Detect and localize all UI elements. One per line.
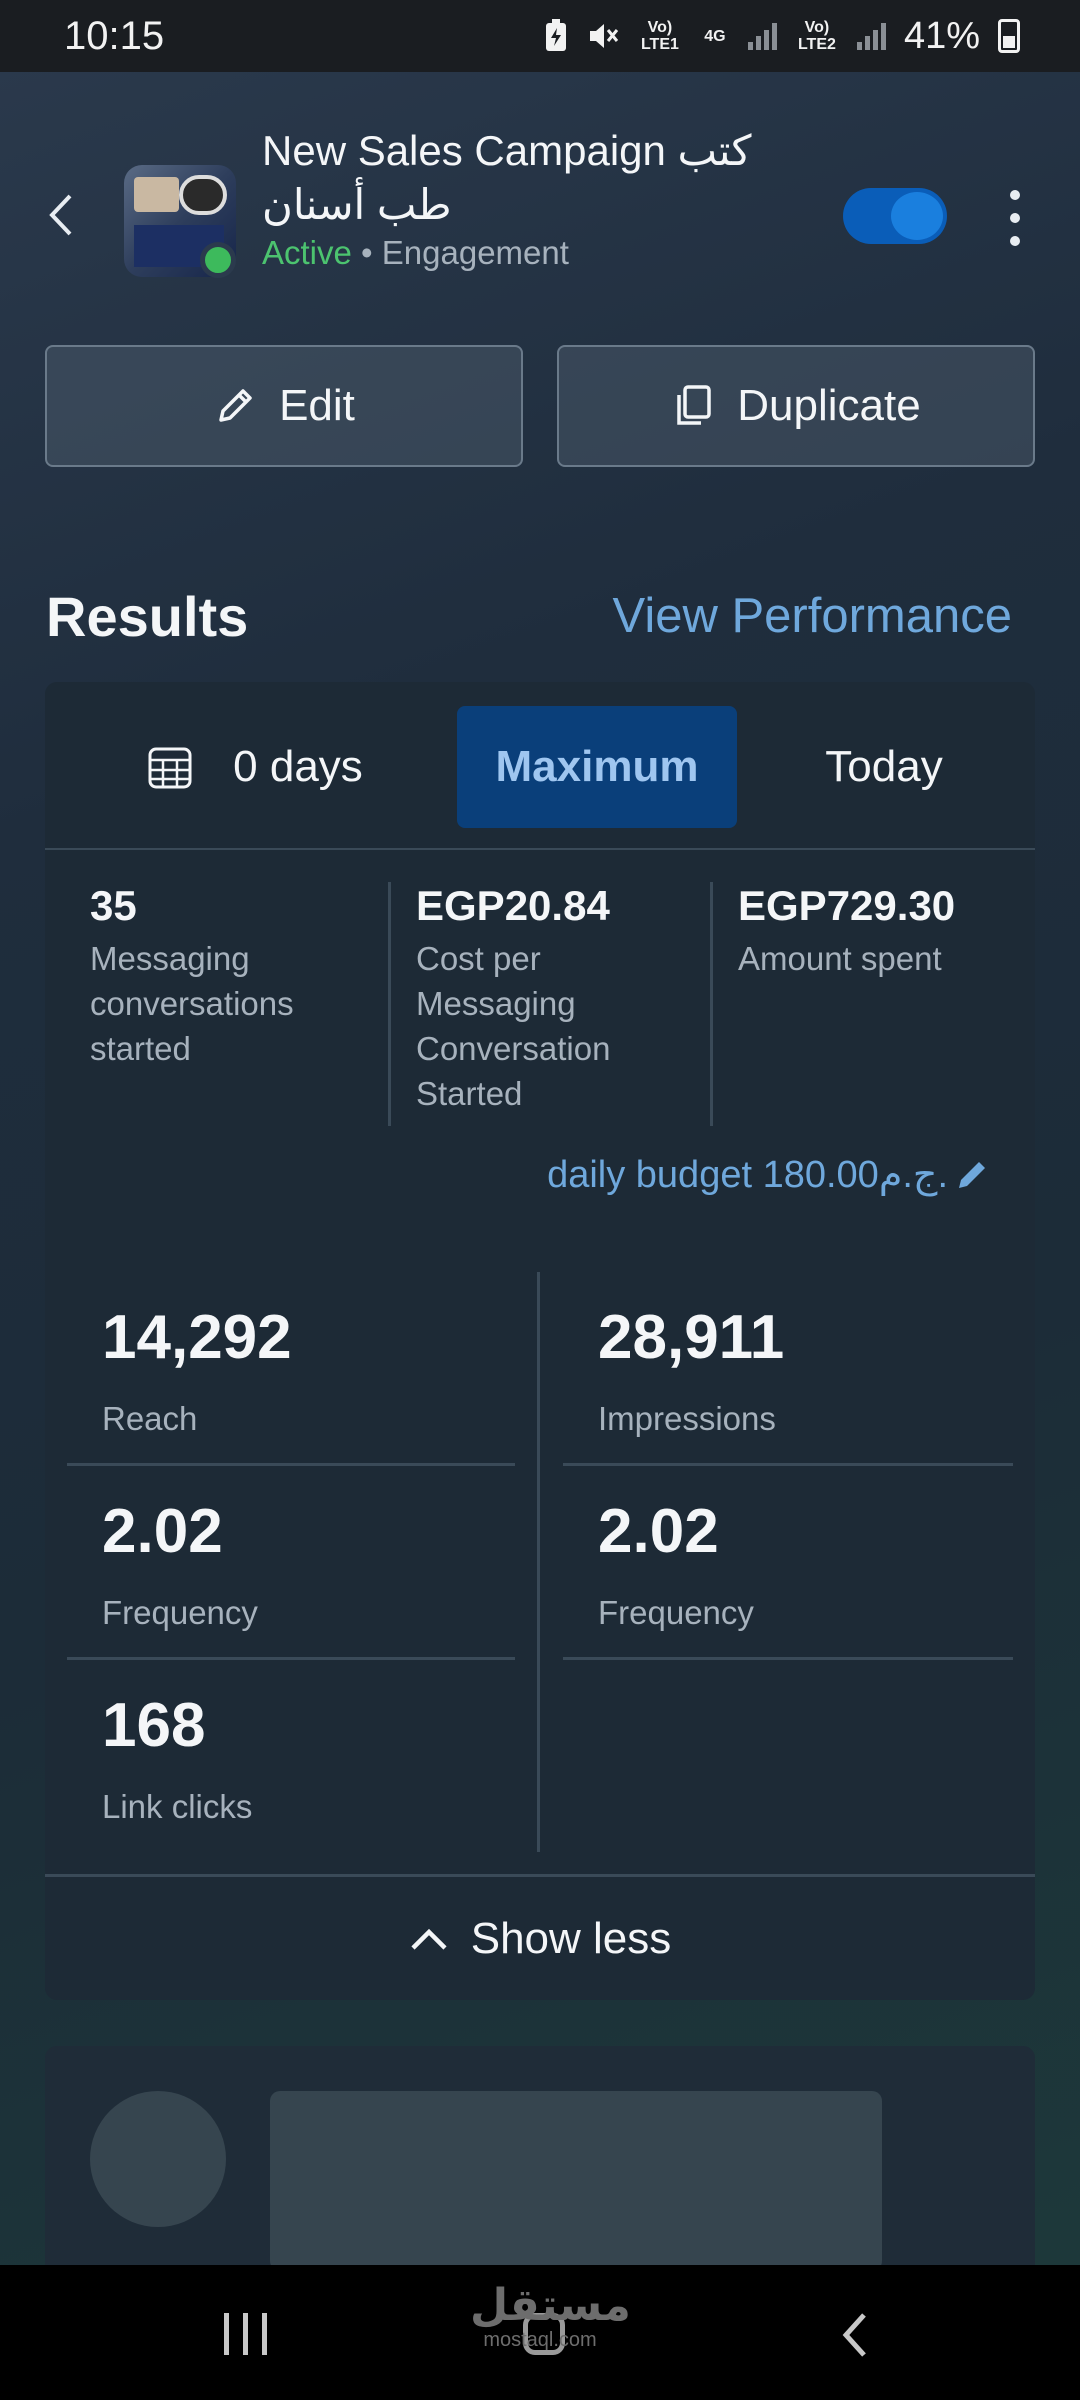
date-range-tabs: 0 days Maximum Today: [45, 682, 1035, 850]
metric-label: Messaging conversations started: [90, 940, 294, 1067]
metric-value: 14,292: [102, 1303, 292, 1372]
network-label: 4G: [704, 27, 726, 45]
metric-impressions: 28,911 Impressions: [563, 1272, 1013, 1466]
metric-value: 35: [90, 882, 137, 929]
results-card: 0 days Maximum Today 35 Messaging conver…: [45, 682, 1035, 2000]
campaign-objective: Engagement: [381, 234, 569, 271]
loading-card: [45, 2046, 1035, 2271]
metric-frequency: 2.02 Frequency: [67, 1466, 515, 1660]
metric-value: EGP729.30: [738, 882, 956, 929]
duplicate-button[interactable]: Duplicate: [557, 345, 1035, 467]
view-performance-link[interactable]: View Performance: [612, 589, 1012, 643]
watermark: مستقل mostaql.com: [470, 2281, 631, 2352]
metric-label: Link clicks: [102, 1788, 253, 1825]
metric-value: 28,911: [598, 1303, 785, 1372]
metric-conversations: 35 Messaging conversations started: [90, 882, 370, 1126]
recents-icon[interactable]: [224, 2313, 267, 2355]
duplicate-icon: [677, 385, 712, 425]
metric-value: 2.02: [598, 1497, 719, 1566]
watermark-latin: mostaql.com: [483, 2329, 597, 2351]
metric-label: Frequency: [598, 1594, 754, 1631]
battery-icon: [998, 19, 1020, 53]
results-title: Results: [46, 585, 249, 648]
daily-budget-link[interactable]: daily budget 180.00ج.م.: [547, 1152, 990, 1197]
tab-maximum[interactable]: Maximum: [457, 706, 737, 828]
campaign-meta: Active • Engagement: [262, 234, 569, 272]
skeleton-block: [270, 2091, 882, 2271]
calendar-icon: [148, 747, 192, 789]
edit-label: Edit: [279, 381, 355, 430]
battery-saver-icon: [545, 19, 566, 51]
watermark-arabic: مستقل: [470, 2281, 631, 2330]
daily-budget-label: daily budget 180.00ج.م.: [547, 1154, 948, 1196]
more-options-icon[interactable]: [1005, 190, 1025, 246]
active-status-dot: [200, 242, 236, 278]
tab-date-picker[interactable]: 0 days: [85, 706, 425, 828]
edit-button[interactable]: Edit: [45, 345, 523, 467]
metric-value: 2.02: [102, 1497, 223, 1566]
metric-link-clicks: 168 Link clicks: [67, 1660, 515, 1854]
sim1-label: Vo) LTE1: [640, 19, 679, 53]
metric-value: 168: [102, 1691, 206, 1760]
metric-label: Frequency: [102, 1594, 258, 1631]
skeleton-avatar: [90, 2091, 226, 2227]
home-icon[interactable]: [523, 2313, 565, 2355]
chevron-up-icon: [411, 1928, 447, 1950]
meta-separator: •: [361, 234, 373, 271]
metrics-grid: 14,292 Reach 28,911 Impressions 2.02 Fre…: [45, 1272, 1035, 1862]
status-time: 10:15: [64, 13, 165, 58]
show-less-label: Show less: [470, 1913, 672, 1963]
status-bar: 10:15 Vo) LTE1 4G Vo) LTE2 41%: [0, 0, 1080, 72]
pencil-icon: [219, 389, 252, 422]
mute-icon: [589, 24, 619, 48]
signal-icon: [856, 22, 886, 50]
pencil-icon: [959, 1161, 985, 1188]
metric-label: Cost per Messaging Conversation Started: [416, 940, 611, 1112]
grid-divider: [537, 1272, 540, 1852]
metric-reach: 14,292 Reach: [67, 1272, 515, 1466]
metric-label: Amount spent: [738, 940, 942, 977]
duplicate-label: Duplicate: [737, 381, 921, 430]
status-icons: Vo) LTE1 4G Vo) LTE2 41%: [544, 15, 1020, 58]
top-metrics: 35 Messaging conversations started EGP20…: [45, 882, 1035, 1142]
metric-label: Reach: [102, 1400, 198, 1437]
metric-value: EGP20.84: [416, 882, 610, 929]
campaign-title: New Sales Campaign كتب طب أسنان: [262, 127, 752, 228]
show-less-button[interactable]: Show less: [45, 1874, 1035, 2000]
metric-amount-spent: EGP729.30 Amount spent: [710, 882, 1000, 1126]
metric-frequency: 2.02 Frequency: [563, 1466, 1013, 1660]
battery-percent: 41%: [903, 14, 980, 57]
metric-cost-per-conversation: EGP20.84 Cost per Messaging Conversation…: [388, 882, 668, 1126]
sim2-label: Vo) LTE2: [797, 19, 836, 53]
tab-today[interactable]: Today: [825, 742, 943, 791]
signal-icon: [747, 22, 777, 50]
nav-back-icon[interactable]: [834, 2309, 874, 2361]
system-nav-bar: مستقل mostaql.com: [0, 2265, 1080, 2400]
metric-label: Impressions: [598, 1400, 776, 1437]
tab-days-label: 0 days: [233, 742, 363, 791]
status-active: Active: [262, 234, 352, 271]
back-arrow-icon[interactable]: [40, 190, 80, 240]
campaign-toggle[interactable]: [843, 188, 947, 244]
campaign-header: New Sales Campaign كتب طب أسنان Active •…: [0, 120, 1080, 300]
